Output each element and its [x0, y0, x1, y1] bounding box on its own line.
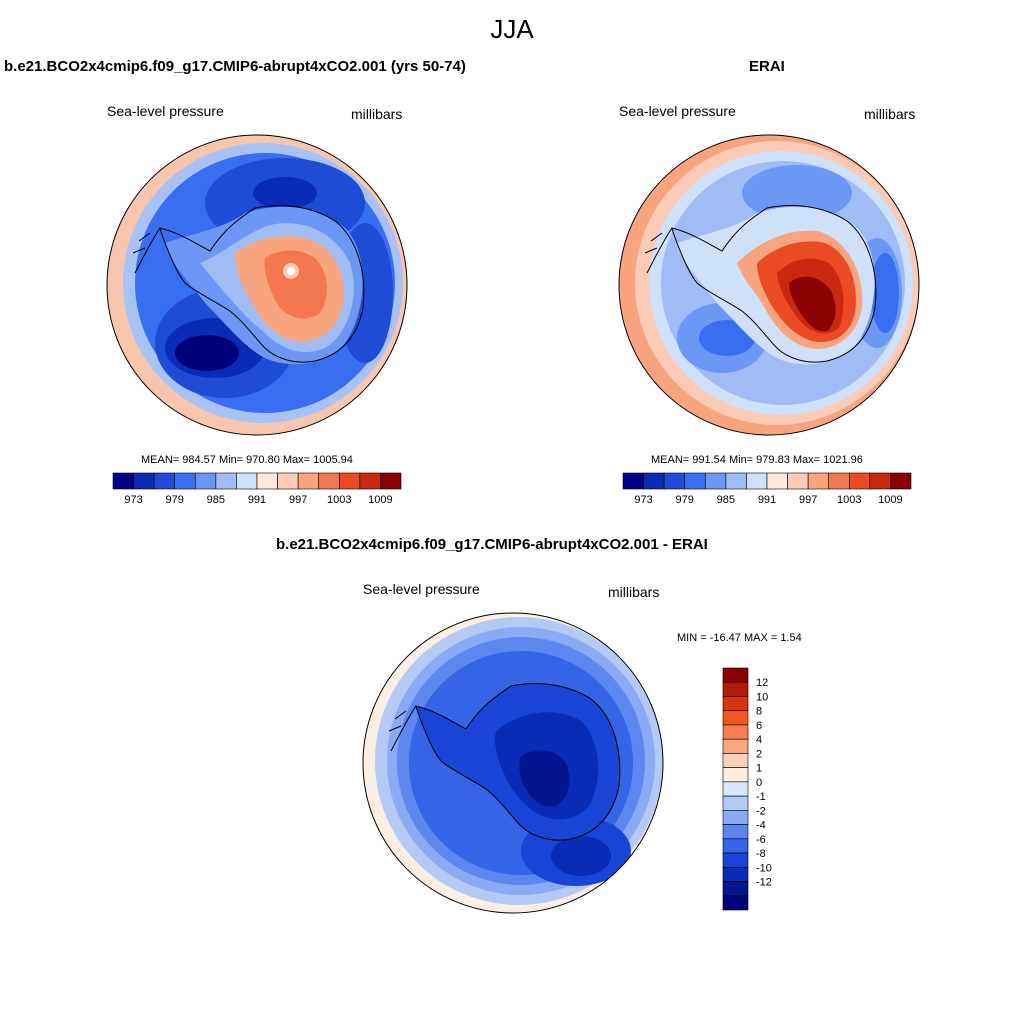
colorbar-tick-label: 1003: [837, 494, 861, 506]
colorbar-swatch: [215, 472, 237, 490]
panel-3-units: millibars: [608, 584, 660, 600]
colorbar-swatch: [643, 472, 665, 490]
panel-3-map: [362, 612, 664, 914]
colorbar-swatch: [787, 472, 809, 490]
panel-1-variable: Sea-level pressure: [107, 103, 224, 119]
colorbar-tick-label: 991: [758, 494, 776, 506]
colorbar-tick-label: 4: [756, 734, 762, 746]
colorbar-swatch: [722, 838, 749, 854]
colorbar-tick-label: -6: [756, 834, 766, 846]
colorbar-swatch: [766, 472, 788, 490]
colorbar-swatch: [663, 472, 686, 490]
colorbar-tick-label: -8: [756, 848, 766, 860]
colorbar-tick-label: 973: [634, 494, 652, 506]
colorbar-swatch: [722, 781, 749, 797]
colorbar-tick-label: 973: [124, 494, 142, 506]
colorbar-swatch: [890, 472, 912, 490]
colorbar-swatch: [338, 472, 361, 490]
panel-3-stats: MIN = -16.47 MAX = 1.54: [677, 632, 802, 644]
colorbar-swatch: [722, 824, 749, 840]
colorbar-swatch: [722, 895, 749, 911]
panel-1-map: [106, 134, 408, 436]
colorbar-swatch: [722, 881, 749, 897]
colorbar-tick-label: -4: [756, 820, 766, 832]
colorbar-tick-label: 997: [289, 494, 307, 506]
colorbar-swatch: [684, 472, 706, 490]
colorbar-swatch: [174, 472, 196, 490]
colorbar-swatch: [722, 710, 749, 726]
colorbar-tick-label: -12: [756, 877, 772, 889]
colorbar-swatch: [725, 472, 747, 490]
colorbar-tick-label: 8: [756, 706, 762, 718]
colorbar-tick-label: 12: [756, 677, 768, 689]
panel-2-units: millibars: [864, 106, 916, 122]
colorbar-swatch: [848, 472, 871, 490]
colorbar-swatch: [722, 724, 749, 740]
colorbar-swatch: [256, 472, 278, 490]
colorbar-swatch: [153, 472, 176, 490]
panel-2-variable: Sea-level pressure: [619, 103, 736, 119]
colorbar-swatch: [112, 472, 134, 490]
colorbar-swatch: [622, 472, 644, 490]
panel-3-variable: Sea-level pressure: [363, 581, 480, 597]
panel-1-stats: MEAN= 984.57 Min= 970.80 Max= 1005.94: [141, 454, 353, 466]
colorbar-tick-label: 979: [166, 494, 184, 506]
panel-2-colorbar: 973979985991997100310091015: [622, 472, 912, 506]
season-title: JJA: [490, 14, 534, 44]
colorbar-swatch: [869, 472, 891, 490]
colorbar-tick-label: 997: [799, 494, 817, 506]
colorbar-swatch: [722, 753, 749, 768]
colorbar-swatch: [722, 852, 749, 868]
colorbar-tick-label: 2: [756, 748, 762, 760]
colorbar-tick-label: 1009: [368, 494, 392, 506]
colorbar-swatch: [722, 667, 749, 683]
colorbar-tick-label: 0: [756, 777, 762, 789]
colorbar-swatch: [722, 810, 749, 825]
colorbar-tick-label: 1009: [878, 494, 902, 506]
panel-2-stats: MEAN= 991.54 Min= 979.83 Max= 1021.96: [651, 454, 863, 466]
colorbar-swatch: [746, 472, 768, 490]
colorbar-tick-label: -1: [756, 791, 766, 803]
colorbar-swatch: [133, 472, 155, 490]
colorbar-swatch: [236, 472, 258, 490]
colorbar-swatch: [722, 866, 749, 882]
colorbar-swatch: [807, 472, 830, 490]
panel-2-map: [618, 134, 920, 436]
panel-3-title: b.e21.BCO2x4cmip6.f09_g17.CMIP6-abrupt4x…: [276, 536, 708, 553]
colorbar-swatch: [318, 472, 340, 490]
panel-1-colorbar: 973979985991997100310091015: [112, 472, 402, 506]
colorbar-swatch: [380, 472, 402, 490]
colorbar-tick-label: 991: [248, 494, 266, 506]
colorbar-swatch: [722, 681, 749, 697]
colorbar-swatch: [277, 472, 299, 490]
colorbar-tick-label: 1: [756, 763, 762, 775]
colorbar-swatch: [297, 472, 320, 490]
colorbar-tick-label: 985: [207, 494, 225, 506]
colorbar-tick-label: 1003: [327, 494, 351, 506]
colorbar-swatch: [828, 472, 850, 490]
colorbar-tick-label: -10: [756, 862, 772, 874]
panel-2-title: ERAI: [749, 58, 785, 75]
colorbar-swatch: [722, 795, 749, 811]
colorbar-tick-label: 10: [756, 691, 768, 703]
colorbar-swatch: [704, 472, 727, 490]
colorbar-swatch: [359, 472, 381, 490]
colorbar-tick-label: -2: [756, 805, 766, 817]
colorbar-swatch: [722, 696, 749, 712]
colorbar-swatch: [194, 472, 217, 490]
colorbar-tick-label: 6: [756, 720, 762, 732]
colorbar-swatch: [722, 738, 749, 754]
panel-1-title: b.e21.BCO2x4cmip6.f09_g17.CMIP6-abrupt4x…: [4, 58, 466, 75]
colorbar-swatch: [722, 767, 749, 783]
colorbar-tick-label: 979: [676, 494, 694, 506]
colorbar-tick-label: 985: [717, 494, 735, 506]
panel-1-units: millibars: [351, 106, 403, 122]
